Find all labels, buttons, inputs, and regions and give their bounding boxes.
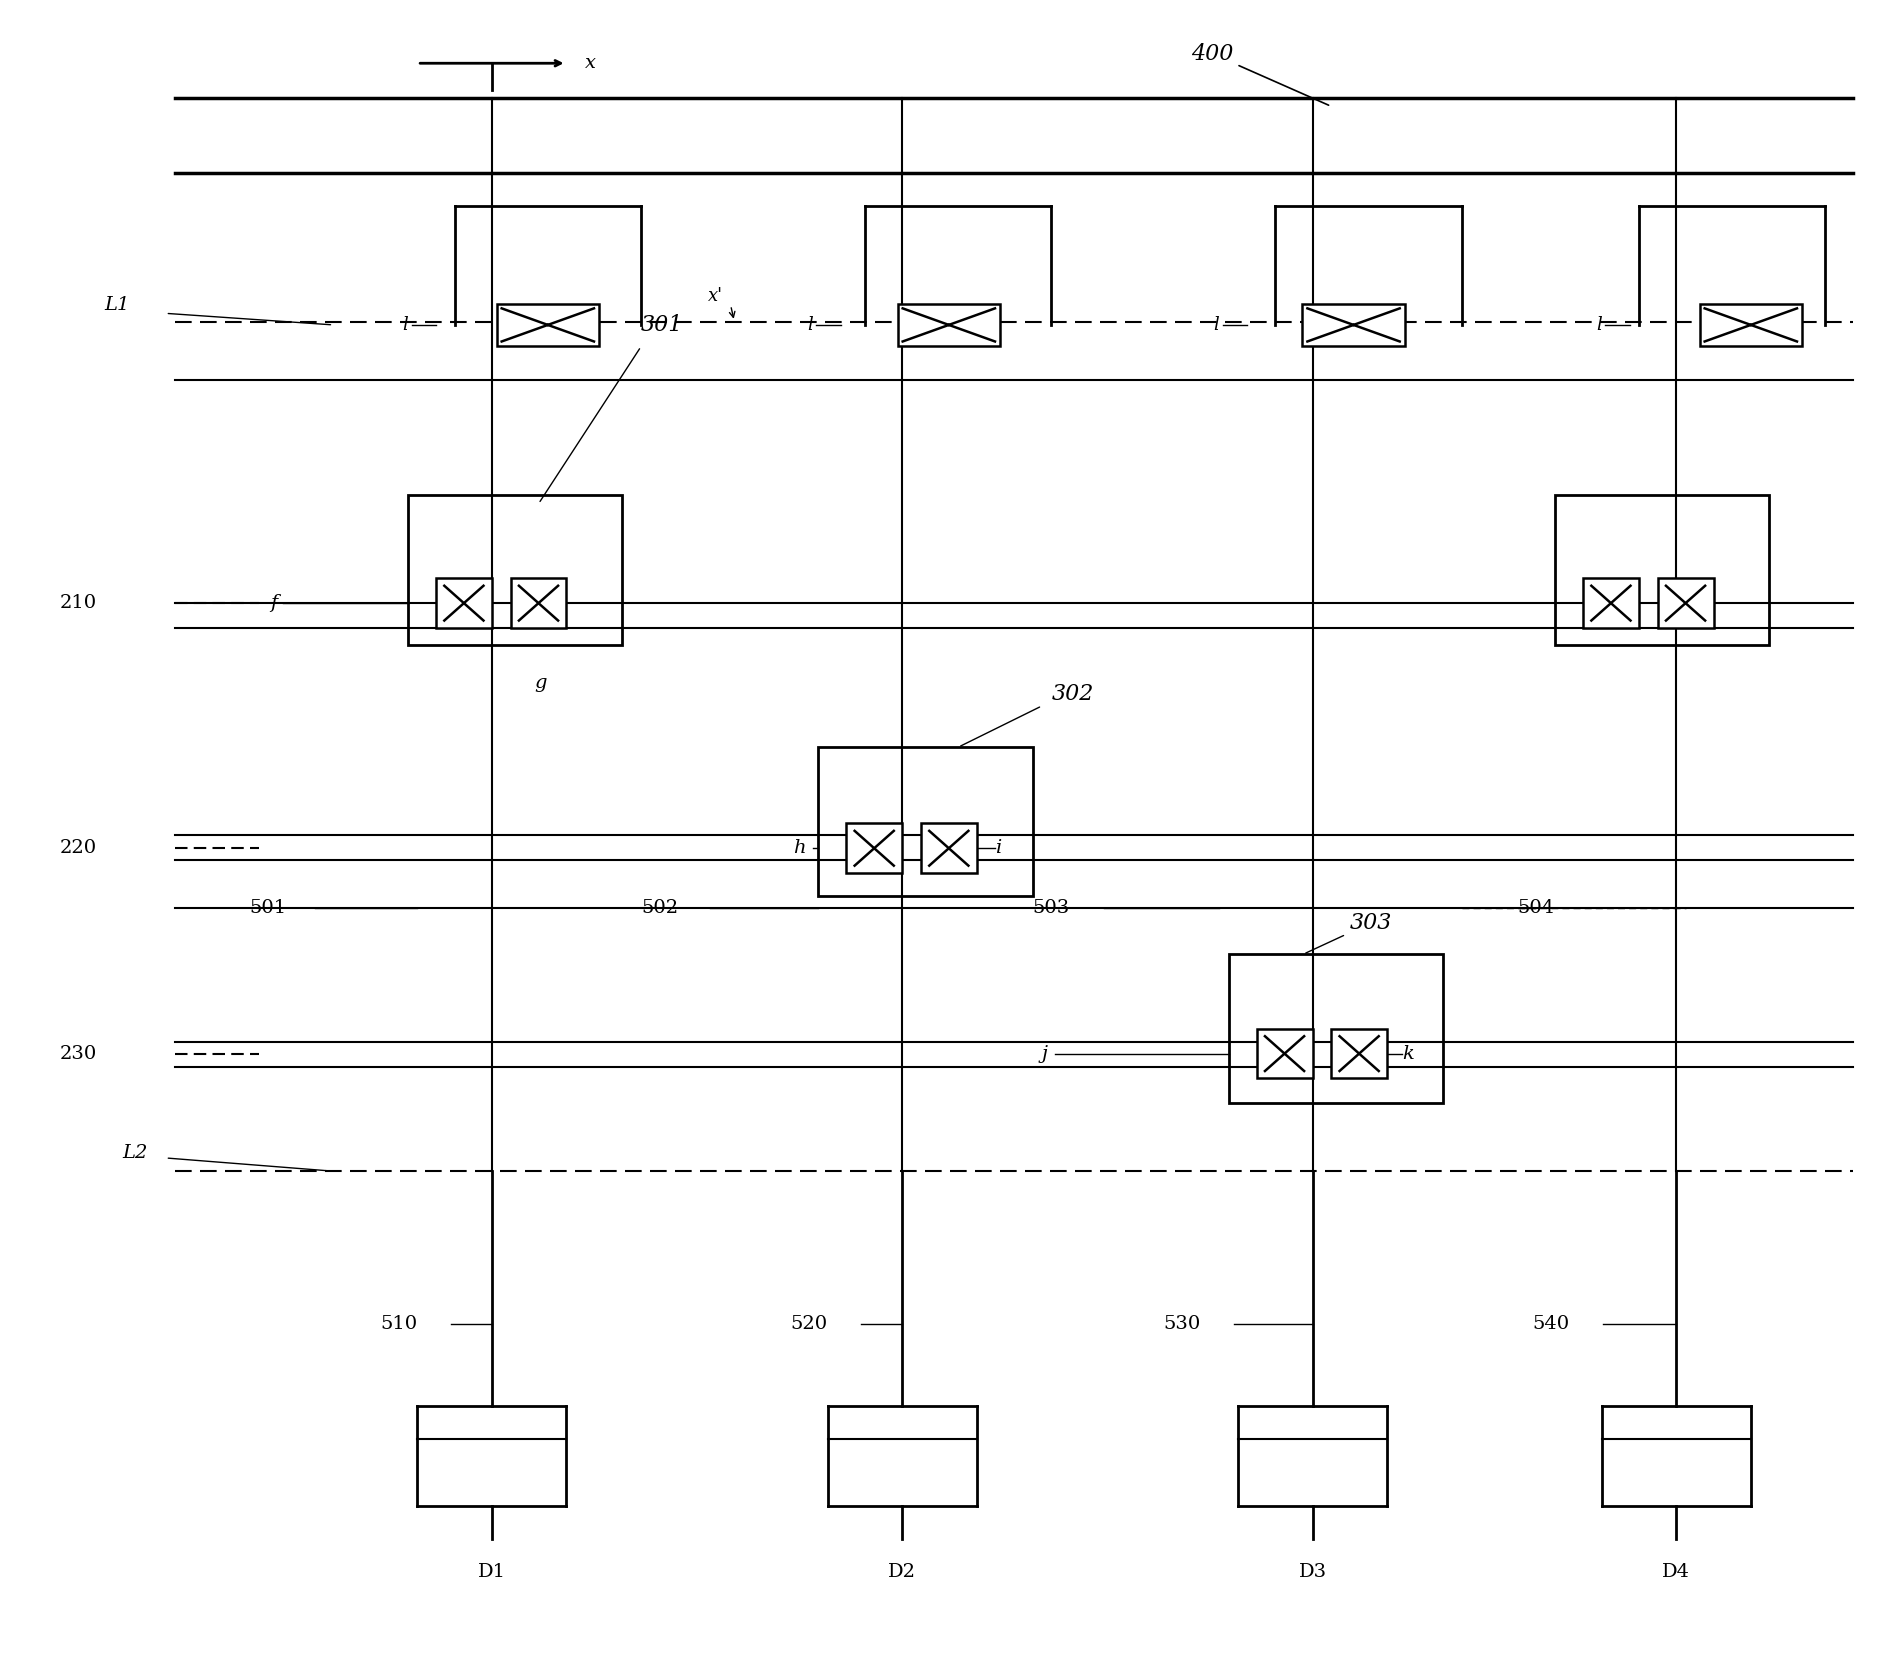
- Text: 520: 520: [791, 1314, 827, 1333]
- FancyBboxPatch shape: [1657, 578, 1714, 628]
- Text: 540: 540: [1533, 1314, 1569, 1333]
- Text: 400: 400: [1191, 43, 1328, 105]
- Text: x: x: [584, 53, 596, 72]
- Text: h: h: [793, 840, 806, 857]
- Text: D4: D4: [1663, 1563, 1691, 1581]
- Text: 301: 301: [641, 314, 684, 336]
- FancyBboxPatch shape: [1257, 1029, 1313, 1079]
- FancyBboxPatch shape: [436, 578, 492, 628]
- FancyBboxPatch shape: [1302, 304, 1405, 346]
- Text: 220: 220: [60, 840, 96, 857]
- FancyBboxPatch shape: [898, 304, 1000, 346]
- FancyBboxPatch shape: [1330, 1029, 1387, 1079]
- Text: 504: 504: [1518, 898, 1554, 917]
- Text: k: k: [1402, 1045, 1413, 1062]
- FancyBboxPatch shape: [846, 823, 902, 873]
- Text: f: f: [271, 595, 278, 613]
- Text: D1: D1: [477, 1563, 505, 1581]
- Text: L2: L2: [122, 1144, 148, 1162]
- Text: 501: 501: [250, 898, 286, 917]
- FancyBboxPatch shape: [511, 578, 566, 628]
- Text: D3: D3: [1298, 1563, 1327, 1581]
- Text: i: i: [996, 840, 1002, 857]
- Text: 302: 302: [1052, 683, 1094, 705]
- Text: l: l: [402, 316, 408, 334]
- Text: l: l: [1595, 316, 1601, 334]
- Text: 503: 503: [1033, 898, 1069, 917]
- Text: x': x': [708, 287, 723, 306]
- Text: 502: 502: [641, 898, 678, 917]
- Text: g: g: [534, 675, 547, 693]
- Text: l: l: [806, 316, 814, 334]
- Text: D2: D2: [889, 1563, 917, 1581]
- Text: L1: L1: [103, 296, 130, 314]
- Text: 530: 530: [1163, 1314, 1201, 1333]
- Text: 210: 210: [60, 595, 96, 613]
- Text: 230: 230: [60, 1045, 96, 1062]
- Text: 303: 303: [1349, 912, 1392, 934]
- FancyBboxPatch shape: [496, 304, 599, 346]
- Text: j: j: [1041, 1045, 1048, 1062]
- FancyBboxPatch shape: [1582, 578, 1638, 628]
- FancyBboxPatch shape: [1699, 304, 1802, 346]
- Text: l: l: [1214, 316, 1219, 334]
- Text: 510: 510: [380, 1314, 417, 1333]
- FancyBboxPatch shape: [921, 823, 977, 873]
